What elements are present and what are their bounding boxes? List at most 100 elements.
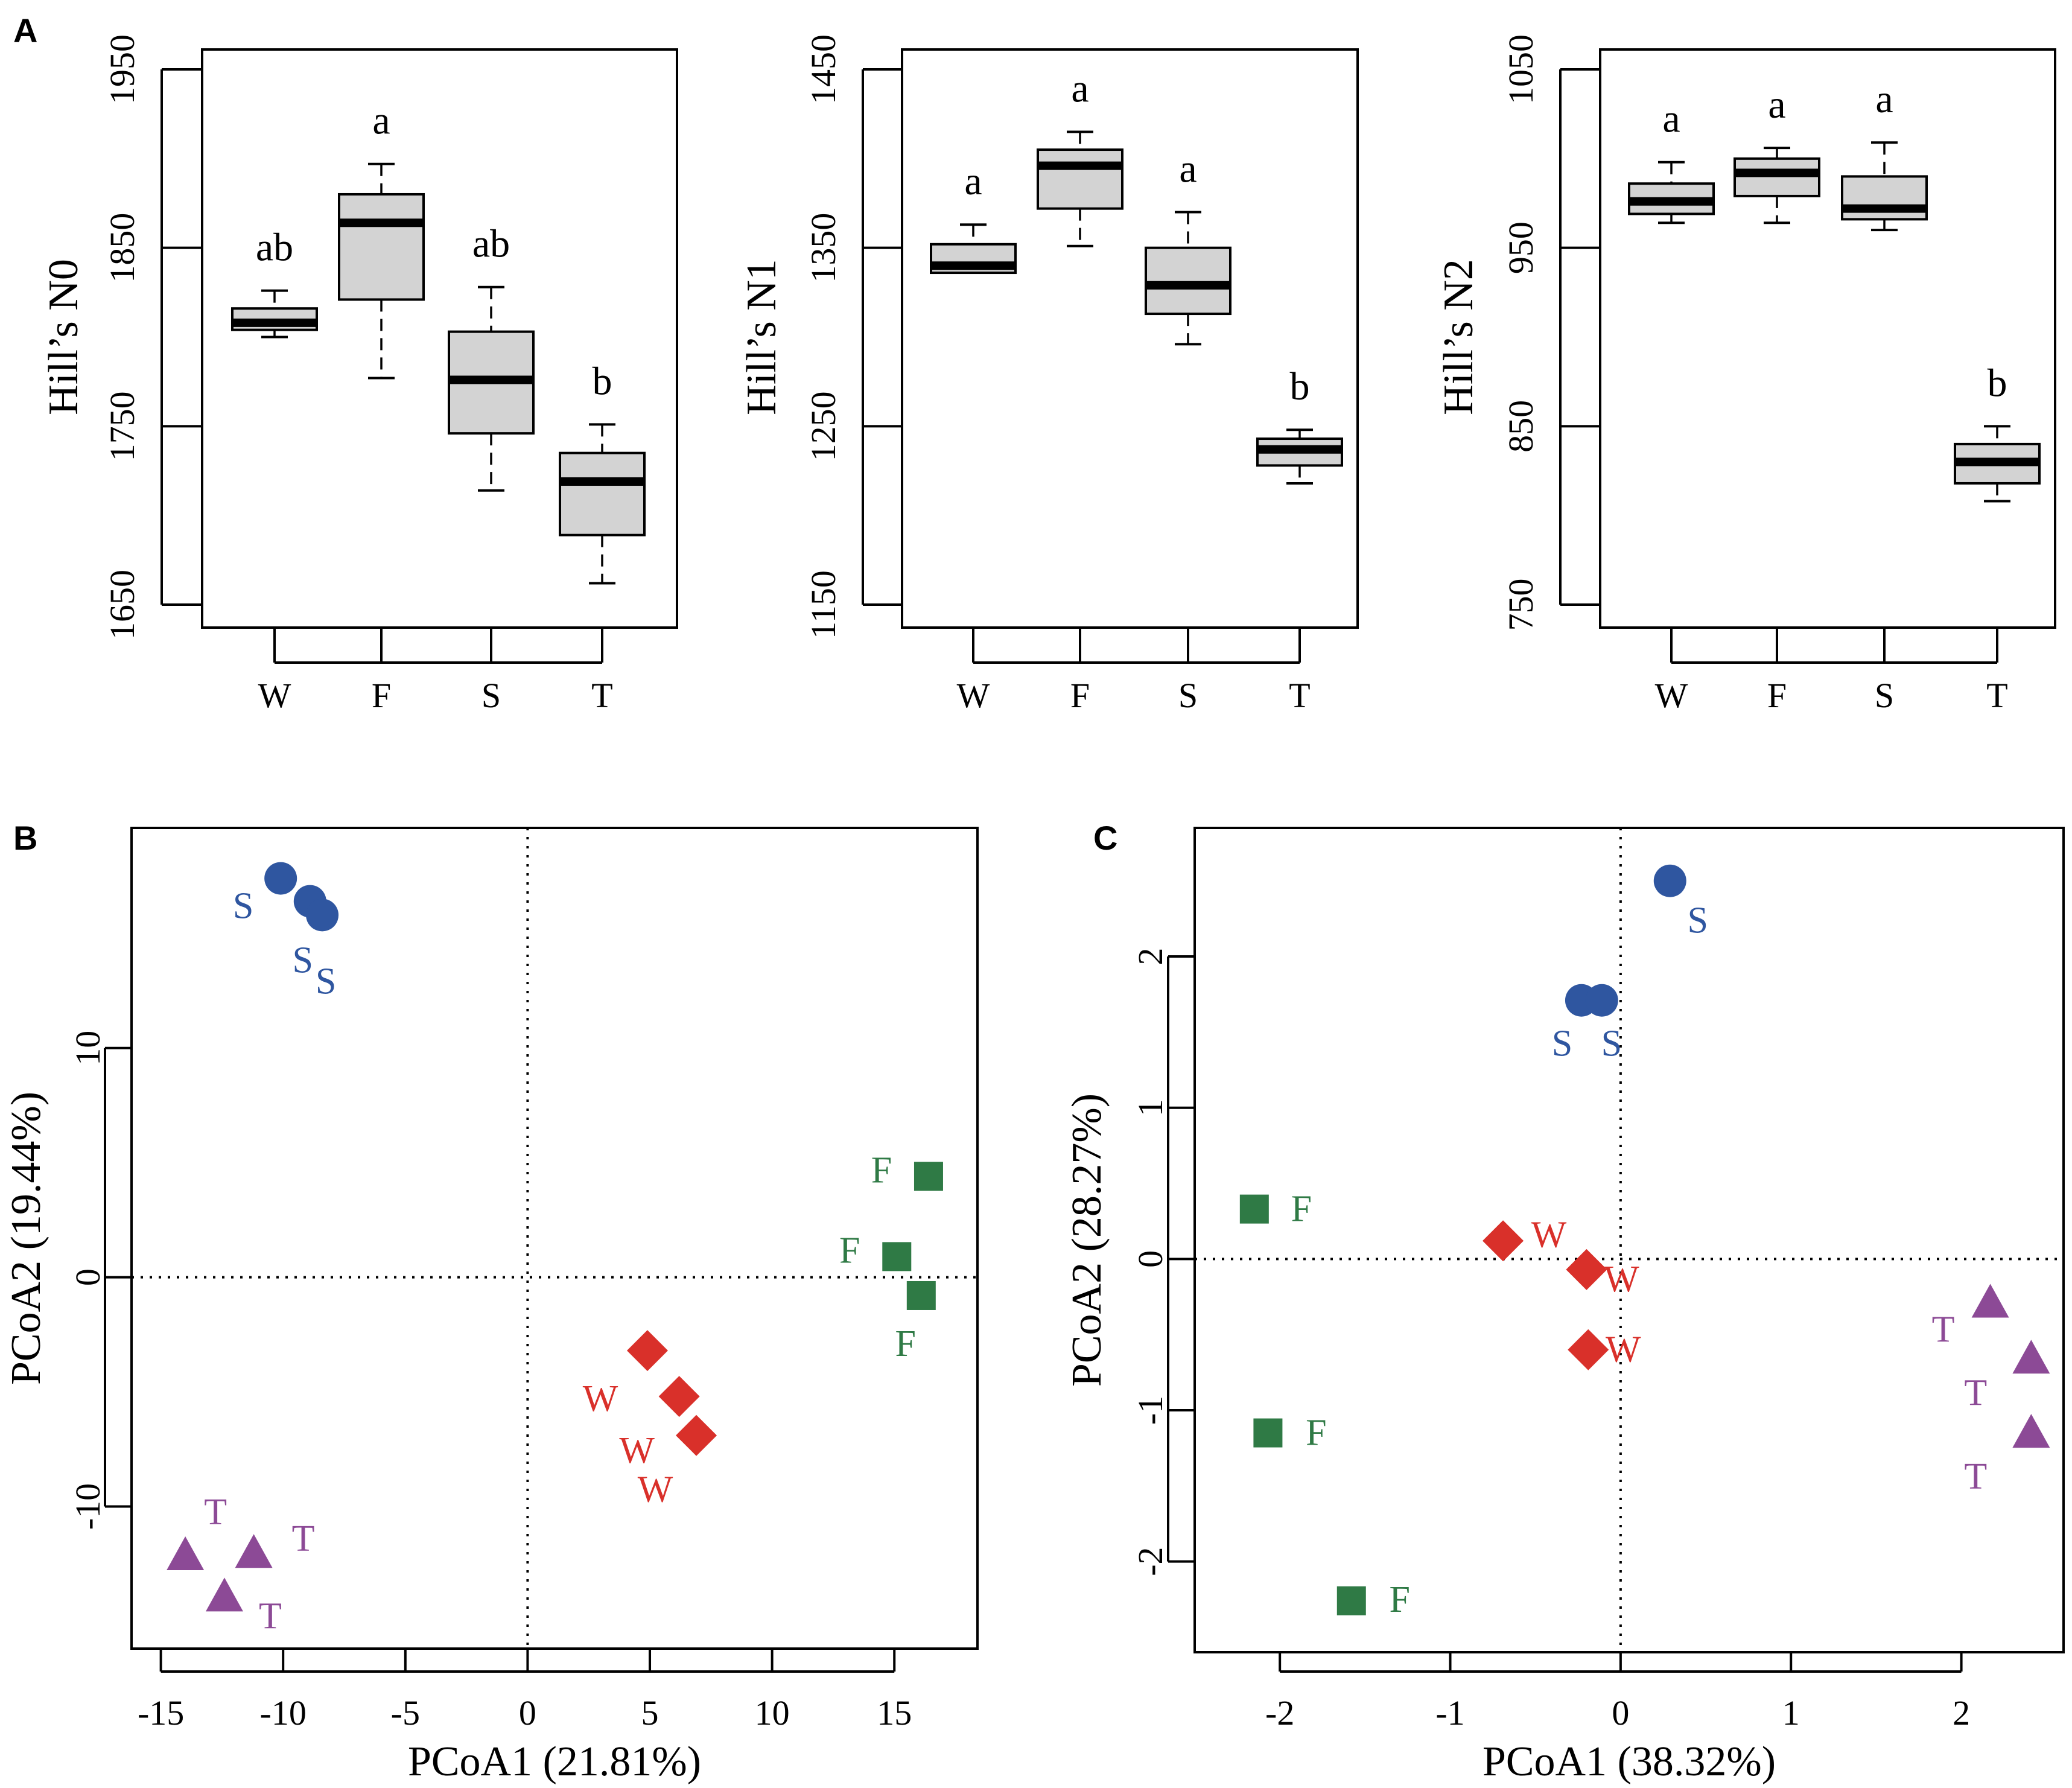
point-W	[658, 1376, 700, 1417]
panel-label-a: A	[13, 11, 37, 49]
point-label-F: F	[1291, 1189, 1312, 1230]
x-tick-label: F	[372, 676, 391, 715]
y-axis-title: Hill’s N1	[739, 259, 785, 415]
significance-letter: b	[1988, 361, 2007, 405]
significance-letter: a	[1179, 147, 1196, 191]
y-tick-label: 0	[68, 1268, 107, 1286]
pcoa-plot-c: -2 -1 0 1 2 PCoA1 (38.32%) -2 -1 0 1 2 PCoA2 (28.27…	[1064, 827, 2065, 1785]
point-T	[167, 1536, 205, 1571]
box-F	[338, 192, 425, 301]
point-label-W: W	[1606, 1329, 1641, 1370]
point-W	[1482, 1220, 1524, 1262]
point-F	[1253, 1418, 1283, 1448]
y-tick-label: 1350	[804, 213, 843, 283]
significance-letter: b	[593, 359, 612, 403]
point-T	[2012, 1340, 2050, 1374]
point-label-F: F	[1390, 1579, 1410, 1620]
x-tick-label: S	[481, 676, 501, 715]
y-tick-label: 850	[1501, 400, 1540, 453]
point-T	[2012, 1414, 2050, 1448]
point-label-F: F	[871, 1150, 892, 1191]
y-tick-label: 750	[1501, 579, 1540, 631]
y-tick-label: 1650	[103, 570, 142, 640]
point-F	[906, 1281, 936, 1310]
x-tick-label: F	[1767, 676, 1787, 715]
x-axis-title: PCoA1 (21.81%)	[408, 1739, 701, 1785]
y-tick-label: 1050	[1501, 34, 1540, 104]
y-tick-label: 1150	[804, 570, 843, 639]
plot-frame	[901, 48, 1359, 629]
plot-frame	[130, 827, 979, 1650]
point-label-S: S	[1601, 1023, 1622, 1064]
significance-letter: b	[1290, 364, 1310, 409]
x-tick-label: -2	[1265, 1693, 1294, 1732]
y-tick-label: 0	[1131, 1250, 1170, 1268]
x-tick-label: 0	[519, 1693, 536, 1732]
point-W	[676, 1414, 717, 1456]
y-tick-label: 950	[1501, 221, 1540, 274]
significance-letter: a	[1071, 66, 1088, 110]
y-tick-label: -1	[1131, 1396, 1170, 1425]
x-tick-label: -5	[391, 1693, 420, 1732]
point-W	[626, 1330, 668, 1372]
point-label-T: T	[1964, 1372, 1987, 1413]
point-label-S: S	[1688, 900, 1708, 941]
point-W	[1568, 1329, 1609, 1370]
x-tick-label: T	[1289, 676, 1310, 715]
point-S	[1585, 984, 1618, 1017]
point-label-S: S	[233, 886, 253, 927]
plot-frame	[1193, 827, 2065, 1653]
x-tick-label: W	[258, 676, 291, 715]
y-tick-label: 1450	[804, 34, 843, 104]
box-S	[1841, 175, 1928, 221]
pcoa-plot-b: -15 -10 -5 0 5 10 15 PCoA1 (21.81%) -10 0 10 PCoA2 …	[3, 827, 979, 1785]
x-tick-label: S	[1875, 676, 1894, 715]
point-label-T: T	[1964, 1456, 1987, 1497]
point-W	[1566, 1249, 1607, 1290]
point-T	[1971, 1284, 2009, 1318]
x-tick-label: F	[1070, 676, 1090, 715]
point-label-S: S	[316, 961, 336, 1002]
significance-letter: a	[1768, 83, 1785, 127]
x-tick-label: 5	[641, 1693, 659, 1732]
y-axis-title: PCoA2 (19.44%)	[3, 1092, 49, 1385]
x-tick-label: T	[1986, 676, 2007, 715]
significance-letter: ab	[256, 226, 293, 270]
y-tick-label: -2	[1131, 1547, 1170, 1576]
point-S	[1653, 864, 1686, 897]
point-label-S: S	[1552, 1023, 1572, 1064]
x-tick-label: -15	[138, 1693, 184, 1732]
x-tick-label: 15	[877, 1693, 912, 1732]
x-tick-label: 2	[1953, 1693, 1970, 1732]
significance-letter: a	[1875, 77, 1893, 121]
box-F	[1734, 157, 1820, 197]
point-label-T: T	[292, 1518, 315, 1559]
y-axis-title: PCoA2 (28.27%)	[1064, 1093, 1110, 1387]
point-label-T: T	[259, 1596, 282, 1637]
significance-letter: a	[1662, 97, 1680, 141]
point-S	[264, 862, 297, 895]
significance-letter: a	[964, 159, 982, 203]
point-label-W: W	[1531, 1214, 1567, 1255]
plot-frame	[201, 48, 678, 629]
x-tick-label: T	[591, 676, 612, 715]
boxplot-hills-n0: 1650 1750 1850 1950 Hill’s N0 W F S Tab a ab b	[40, 34, 678, 715]
point-label-F: F	[1306, 1413, 1326, 1454]
point-label-F: F	[839, 1230, 860, 1271]
point-label-T: T	[204, 1492, 227, 1533]
y-tick-label: 1950	[103, 34, 142, 104]
point-label-W: W	[583, 1378, 618, 1419]
point-label-W: W	[1604, 1259, 1639, 1300]
y-tick-label: 2	[1131, 948, 1170, 966]
point-label-S: S	[293, 940, 313, 981]
point-F	[1239, 1194, 1269, 1224]
y-tick-label: 1750	[103, 391, 142, 461]
y-axis-title: Hill’s N0	[40, 259, 87, 415]
plot-frame	[1599, 48, 2056, 629]
boxplot-hills-n1: 1150 1250 1350 1450 Hill’s N1 W F S Ta a a b	[739, 34, 1359, 715]
panel-label-b: B	[13, 819, 37, 857]
x-axis-title: PCoA1 (38.32%)	[1482, 1739, 1776, 1785]
point-F	[1336, 1586, 1366, 1615]
point-S	[306, 899, 339, 932]
